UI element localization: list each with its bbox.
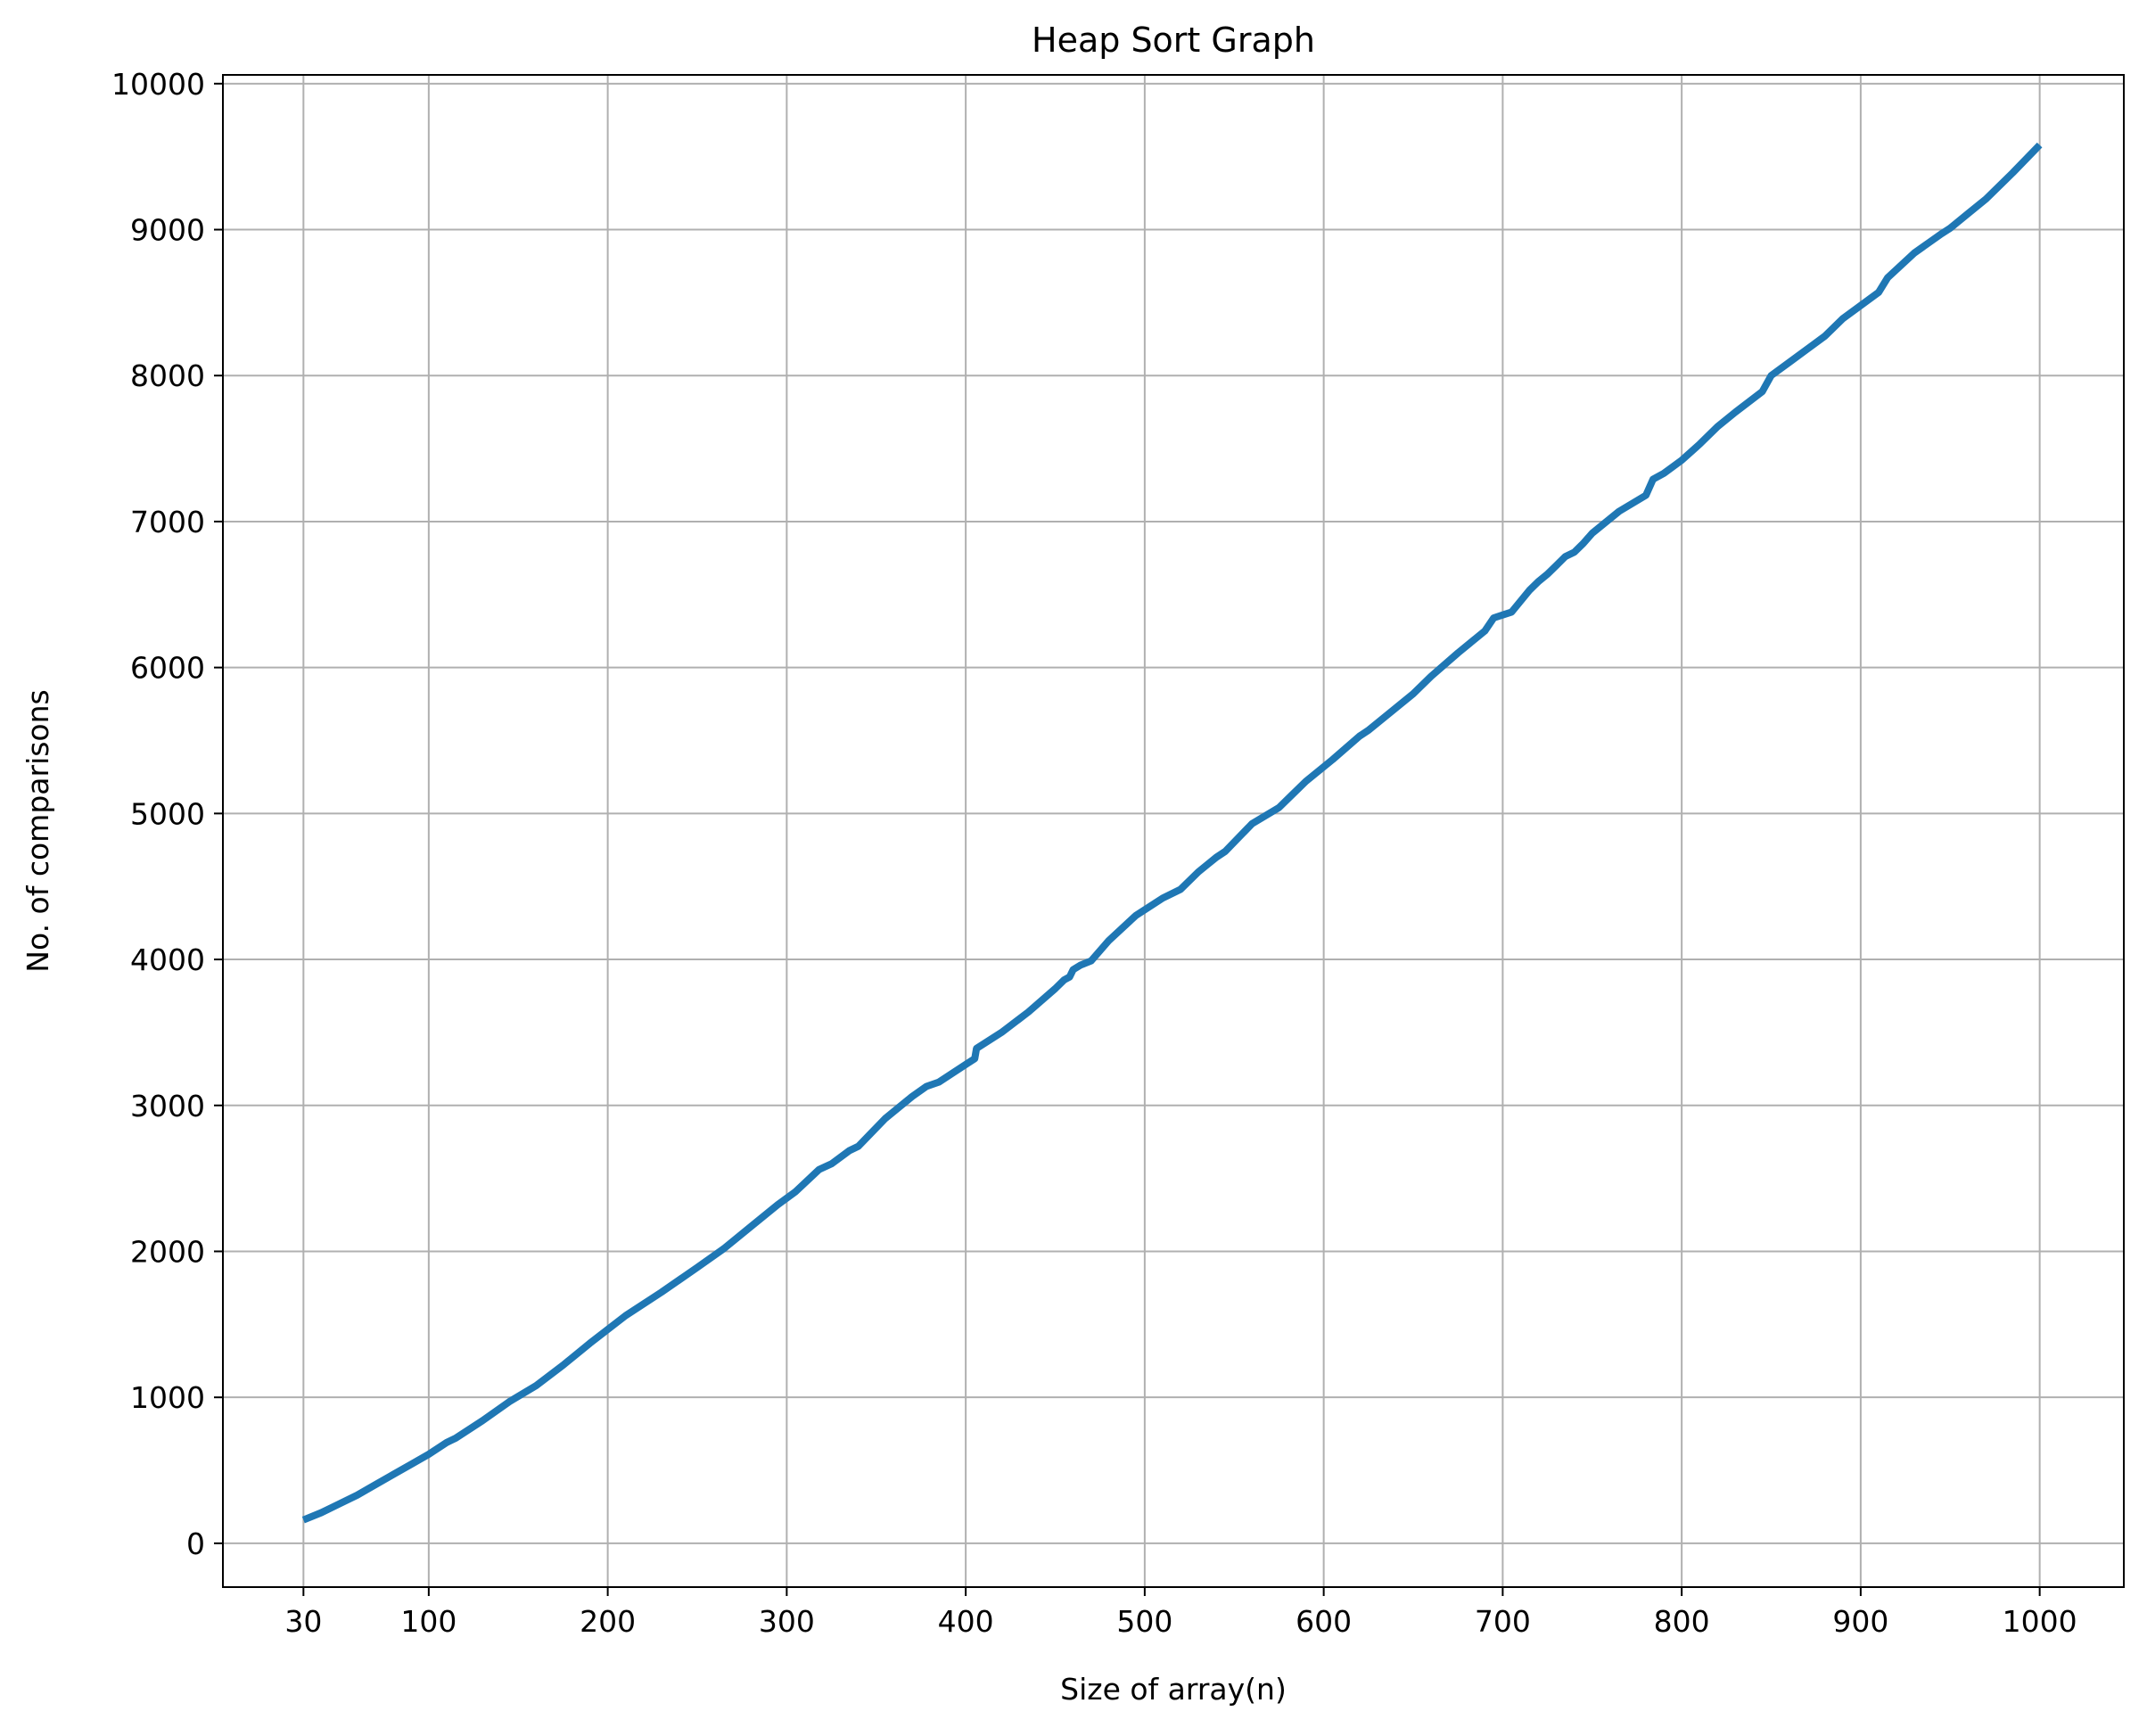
x-tick-label: 300	[759, 1604, 815, 1639]
chart-title: Heap Sort Graph	[1032, 21, 1315, 60]
x-tick-label: 800	[1654, 1604, 1710, 1639]
x-tick-label: 600	[1296, 1604, 1352, 1639]
y-tick-label: 3000	[130, 1089, 205, 1123]
x-tick-label: 100	[400, 1604, 457, 1639]
y-tick-label: 6000	[130, 651, 205, 686]
y-tick-label: 2000	[130, 1234, 205, 1269]
x-axis-label: Size of array(n)	[1060, 1672, 1287, 1707]
y-tick-label: 8000	[130, 358, 205, 393]
series-line	[301, 142, 2043, 1524]
x-tick-label: 200	[580, 1604, 636, 1639]
y-tick-label: 7000	[130, 505, 205, 539]
x-tick-label: 1000	[2003, 1604, 2077, 1639]
axis-ticks: 30 100 200 300 400 500 600 700 800 900 10000100020…	[111, 67, 2077, 1639]
grid-lines	[223, 75, 2124, 1587]
y-tick-label: 5000	[130, 796, 205, 831]
x-tick-label: 30	[284, 1604, 322, 1639]
x-tick-label: 900	[1832, 1604, 1888, 1639]
y-axis-label: No. of comparisons	[21, 689, 55, 972]
series-layer	[301, 142, 2043, 1524]
x-tick-label: 400	[938, 1604, 994, 1639]
plot-area-frame	[222, 74, 2125, 1588]
x-tick-label: 500	[1116, 1604, 1172, 1639]
y-tick-label: 4000	[130, 942, 205, 977]
y-tick-label: 9000	[130, 213, 205, 248]
x-tick-label: 700	[1475, 1604, 1531, 1639]
y-tick-label: 0	[186, 1526, 205, 1561]
y-tick-label: 1000	[130, 1380, 205, 1415]
y-tick-label: 10000	[111, 67, 205, 102]
